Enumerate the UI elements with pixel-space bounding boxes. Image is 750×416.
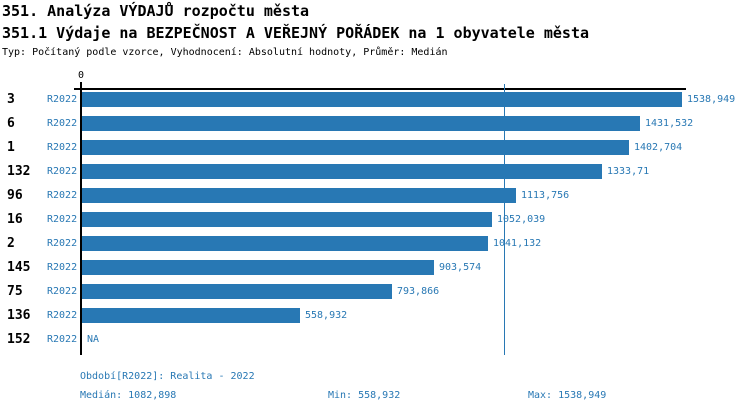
row-label: 1 bbox=[7, 140, 15, 155]
x-axis-zero-label: 0 bbox=[77, 70, 85, 81]
row-period-label: R2022 bbox=[47, 286, 78, 297]
report-meta-line: Typ: Počítaný podle vzorce, Vyhodnocení:… bbox=[2, 47, 448, 58]
bar bbox=[82, 236, 488, 251]
bar-value-label: 1431,532 bbox=[645, 118, 694, 129]
bar bbox=[82, 164, 602, 179]
bar-value-label: 1052,039 bbox=[497, 214, 546, 225]
row-label: 152 bbox=[7, 332, 31, 347]
row-label: 16 bbox=[7, 212, 23, 227]
bar-value-label: 1333,71 bbox=[607, 166, 650, 177]
row-period-label: R2022 bbox=[47, 310, 78, 321]
footer-period: Období[R2022]: Realita - 2022 bbox=[80, 371, 255, 382]
median-line bbox=[504, 84, 505, 355]
bar-value-label: 558,932 bbox=[305, 310, 348, 321]
row-period-label: R2022 bbox=[47, 238, 78, 249]
row-period-label: R2022 bbox=[47, 118, 78, 129]
footer-min: Min: 558,932 bbox=[328, 390, 401, 401]
row-label: 6 bbox=[7, 116, 15, 131]
x-axis-zero-tick bbox=[80, 82, 82, 89]
row-period-label: R2022 bbox=[47, 214, 78, 225]
row-period-label: R2022 bbox=[47, 190, 78, 201]
report-title: 351. Analýza VÝDAJŮ rozpočtu města bbox=[2, 2, 310, 20]
bar-value-label: NA bbox=[87, 334, 100, 345]
bar-value-label: 1113,756 bbox=[521, 190, 570, 201]
footer-max: Max: 1538,949 bbox=[528, 390, 607, 401]
row-label: 75 bbox=[7, 284, 23, 299]
bar bbox=[82, 284, 392, 299]
row-label: 3 bbox=[7, 92, 15, 107]
row-label: 136 bbox=[7, 308, 31, 323]
row-period-label: R2022 bbox=[47, 94, 78, 105]
bar bbox=[82, 308, 300, 323]
row-label: 145 bbox=[7, 260, 31, 275]
bar bbox=[82, 116, 640, 131]
footer-median: Medián: 1082,898 bbox=[80, 390, 177, 401]
y-axis-line bbox=[80, 88, 82, 355]
row-label: 2 bbox=[7, 236, 15, 251]
bar bbox=[82, 260, 434, 275]
row-period-label: R2022 bbox=[47, 166, 78, 177]
bar-value-label: 1402,704 bbox=[634, 142, 683, 153]
row-label: 96 bbox=[7, 188, 23, 203]
bar-value-label: 793,866 bbox=[397, 286, 440, 297]
bar bbox=[82, 188, 516, 203]
row-period-label: R2022 bbox=[47, 262, 78, 273]
bar-value-label: 1538,949 bbox=[687, 94, 736, 105]
x-axis-line bbox=[74, 88, 686, 90]
row-label: 132 bbox=[7, 164, 31, 179]
bar bbox=[82, 140, 629, 155]
bar-value-label: 903,574 bbox=[439, 262, 482, 273]
row-period-label: R2022 bbox=[47, 142, 78, 153]
report-subtitle: 351.1 Výdaje na BEZPEČNOST A VEŘEJNÝ POŘ… bbox=[2, 24, 589, 42]
bar-value-label: 1041,132 bbox=[493, 238, 542, 249]
bar bbox=[82, 212, 492, 227]
bar bbox=[82, 92, 682, 107]
row-period-label: R2022 bbox=[47, 334, 78, 345]
